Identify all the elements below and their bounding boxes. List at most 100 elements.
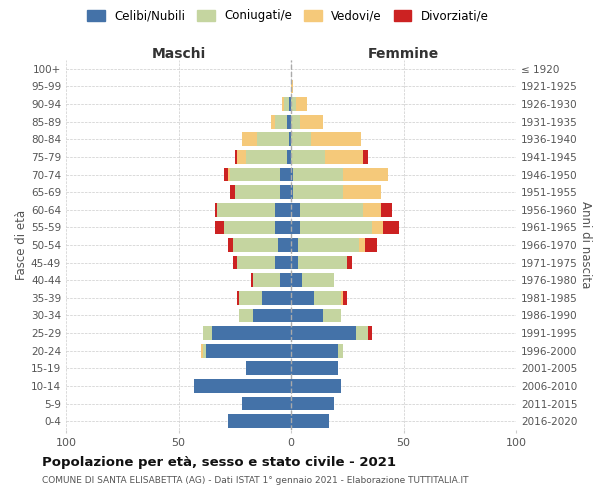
Bar: [293, 168, 343, 181]
Bar: [296, 97, 307, 111]
Bar: [325, 150, 363, 164]
Bar: [212, 326, 291, 340]
Bar: [257, 132, 289, 146]
Bar: [241, 396, 291, 410]
Y-axis label: Fasce di età: Fasce di età: [15, 210, 28, 280]
Bar: [341, 291, 343, 304]
Bar: [228, 168, 230, 181]
Bar: [343, 186, 381, 199]
Bar: [230, 186, 235, 199]
Bar: [356, 326, 367, 340]
Bar: [280, 274, 291, 287]
Bar: [241, 132, 257, 146]
Bar: [291, 220, 300, 234]
Text: Popolazione per età, sesso e stato civile - 2021: Popolazione per età, sesso e stato civil…: [42, 456, 396, 469]
Bar: [365, 238, 377, 252]
Bar: [314, 291, 341, 304]
Bar: [363, 150, 367, 164]
Text: Femmine: Femmine: [368, 47, 439, 61]
Bar: [271, 115, 275, 128]
Bar: [298, 238, 359, 252]
Text: COMUNE DI SANTA ELISABETTA (AG) - Dati ISTAT 1° gennaio 2021 - Elaborazione TUTT: COMUNE DI SANTA ELISABETTA (AG) - Dati I…: [42, 476, 469, 485]
Bar: [372, 220, 383, 234]
Bar: [291, 150, 325, 164]
Bar: [291, 379, 341, 393]
Bar: [291, 203, 300, 216]
Bar: [282, 97, 284, 111]
Bar: [233, 238, 277, 252]
Bar: [291, 414, 329, 428]
Bar: [291, 115, 300, 128]
Bar: [291, 308, 323, 322]
Bar: [203, 344, 205, 358]
Bar: [287, 150, 291, 164]
Bar: [215, 220, 223, 234]
Bar: [246, 362, 291, 375]
Bar: [275, 115, 287, 128]
Bar: [203, 326, 212, 340]
Bar: [237, 291, 239, 304]
Bar: [291, 256, 298, 270]
Bar: [311, 132, 361, 146]
Bar: [235, 186, 280, 199]
Bar: [275, 203, 291, 216]
Bar: [381, 203, 392, 216]
Bar: [343, 291, 347, 304]
Bar: [228, 414, 291, 428]
Bar: [284, 97, 289, 111]
Bar: [201, 344, 203, 358]
Bar: [251, 274, 253, 287]
Bar: [383, 220, 399, 234]
Bar: [291, 80, 293, 94]
Bar: [223, 168, 228, 181]
Bar: [293, 186, 343, 199]
Legend: Celibi/Nubili, Coniugati/e, Vedovi/e, Divorziati/e: Celibi/Nubili, Coniugati/e, Vedovi/e, Di…: [84, 6, 492, 26]
Bar: [239, 308, 253, 322]
Bar: [291, 362, 338, 375]
Bar: [280, 168, 291, 181]
Bar: [253, 308, 291, 322]
Bar: [194, 379, 291, 393]
Bar: [343, 168, 388, 181]
Y-axis label: Anni di nascita: Anni di nascita: [578, 202, 592, 288]
Bar: [291, 291, 314, 304]
Bar: [239, 291, 262, 304]
Bar: [235, 150, 237, 164]
Bar: [223, 220, 275, 234]
Bar: [291, 274, 302, 287]
Bar: [228, 238, 233, 252]
Bar: [277, 238, 291, 252]
Bar: [291, 238, 298, 252]
Bar: [253, 274, 280, 287]
Bar: [363, 203, 381, 216]
Bar: [338, 344, 343, 358]
Bar: [291, 326, 356, 340]
Bar: [291, 168, 293, 181]
Bar: [275, 256, 291, 270]
Bar: [347, 256, 352, 270]
Bar: [367, 326, 372, 340]
Bar: [262, 291, 291, 304]
Bar: [217, 203, 275, 216]
Bar: [287, 115, 291, 128]
Bar: [291, 97, 296, 111]
Bar: [230, 168, 280, 181]
Bar: [237, 150, 246, 164]
Bar: [359, 238, 365, 252]
Bar: [300, 115, 323, 128]
Bar: [289, 97, 291, 111]
Bar: [215, 203, 217, 216]
Bar: [237, 256, 275, 270]
Bar: [205, 344, 291, 358]
Bar: [300, 203, 363, 216]
Bar: [275, 220, 291, 234]
Bar: [246, 150, 287, 164]
Text: Maschi: Maschi: [151, 47, 206, 61]
Bar: [289, 132, 291, 146]
Bar: [298, 256, 347, 270]
Bar: [291, 132, 311, 146]
Bar: [300, 220, 372, 234]
Bar: [302, 274, 334, 287]
Bar: [323, 308, 341, 322]
Bar: [291, 396, 334, 410]
